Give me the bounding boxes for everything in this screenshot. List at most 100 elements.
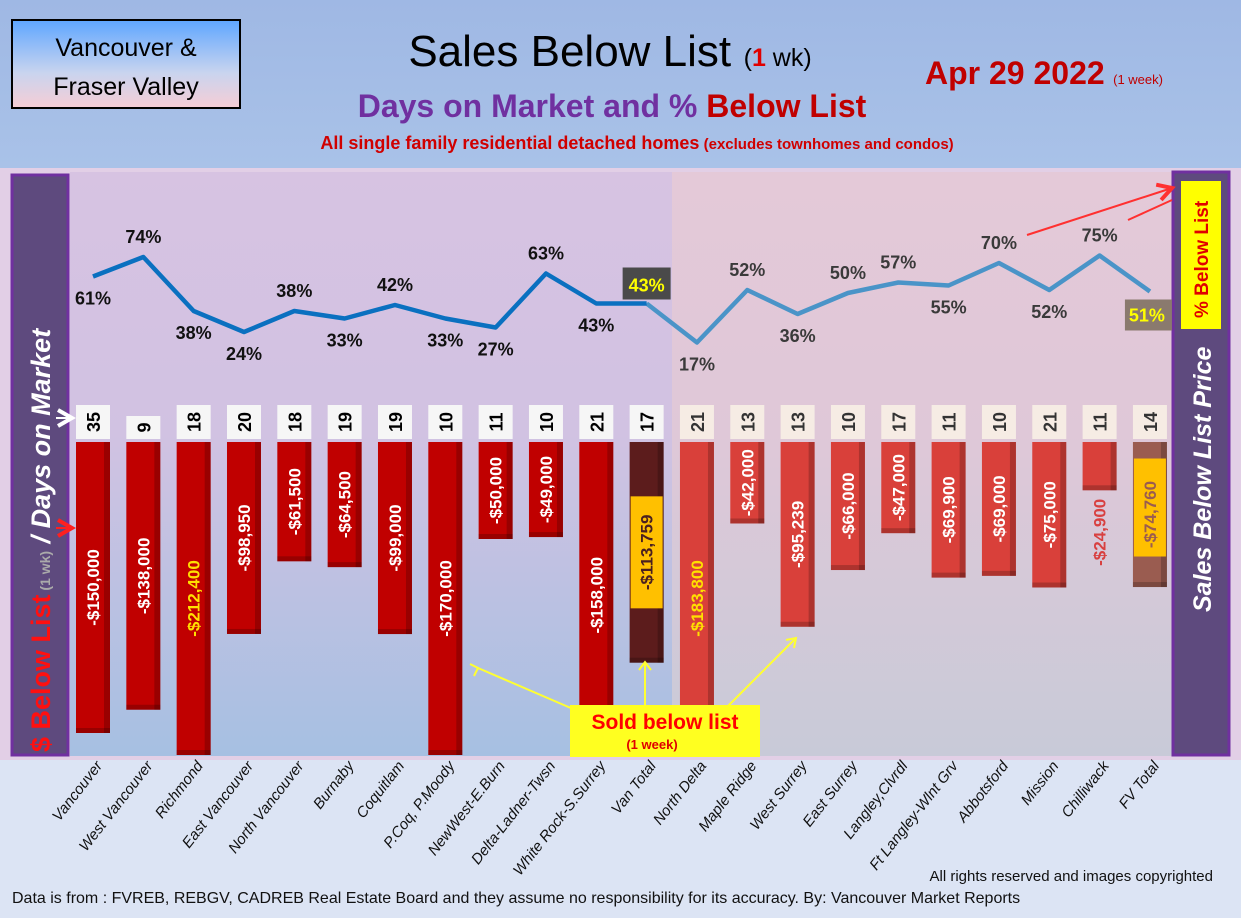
pct-below-list-label: 43% [578,316,614,336]
days-on-market-label: 18 [185,412,205,432]
bar-shade [707,442,714,755]
bar-value-label: -$212,400 [185,560,204,637]
total-label-box [630,496,663,609]
pct-below-list-legend: % Below List [1192,200,1213,318]
bar-shade [959,442,966,578]
pct-below-list-label: 57% [880,253,916,273]
days-on-market-label: 10 [990,412,1010,432]
bar-shade [506,442,513,539]
pct-below-list-label: 43% [629,276,665,296]
days-box [931,405,966,439]
pct-below-list-label: 74% [125,227,161,247]
bar-shade [327,562,362,568]
region-box: Vancouver & Fraser Valley [11,19,241,109]
days-on-market-label: 11 [487,412,507,431]
days-box [1032,405,1067,439]
bar-shade [528,532,563,538]
bar-value-label: -$138,000 [134,538,153,615]
bar-6 [377,442,412,635]
days-box [679,405,714,439]
category-area-background [0,760,1241,918]
right-axis-title: Sales Below List Price [1189,347,1217,612]
bar-0 [76,442,110,733]
bar-value-label: -$61,500 [285,468,304,535]
days-box [629,405,664,439]
pct-below-list-label: 27% [478,340,514,360]
chart-description: All single family residential detached h… [320,133,953,153]
pct-below-list-label: 38% [176,323,212,343]
pct-below-list-label: 24% [226,344,262,364]
days-on-market-label: 11 [1091,412,1111,431]
bar-shade [204,442,211,755]
bar-shade [405,442,412,635]
bar-value-label: -$95,239 [789,501,808,568]
bar-value-label: -$183,800 [688,560,707,637]
bar-shade [1082,485,1117,491]
bar-shade [808,442,815,627]
days-box [730,405,765,439]
bar-12 [679,442,714,755]
pct-below-list-label: 52% [729,260,765,280]
pct-below-list-label: 63% [528,244,564,264]
callout-line1: Sold below list [591,711,738,734]
vancouver-region-background [70,172,672,756]
left-axis-title: $ Below List (1 wk) / Days on Market [26,328,56,752]
bar-9 [528,442,563,538]
bar-shade [176,750,211,755]
days-on-market-label: 17 [638,412,658,432]
bar-17 [931,442,966,578]
days-on-market-label: 10 [839,412,859,432]
copyright-note: All rights reserved and images copyright… [930,868,1213,885]
days-on-market-label: 17 [889,412,909,432]
bar-shade [758,442,765,524]
callout-line2: (1 week) [626,737,677,752]
days-box [176,405,211,439]
pct-label-box [622,267,671,300]
pct-below-list-label: 52% [1031,302,1067,322]
days-box [981,405,1016,439]
bar-shade [1132,582,1167,588]
bar-3 [226,442,261,634]
days-box [881,405,916,439]
bar-shade [126,704,161,710]
bar-13 [730,442,765,524]
pct-below-list-label: 70% [981,233,1017,253]
bar-value-label: -$170,000 [436,560,455,637]
days-on-market-label: 19 [336,412,356,432]
pct-below-list-label: 50% [830,263,866,283]
pct-label-box [1124,299,1172,331]
bar-shade [1110,442,1117,491]
days-box [780,405,815,439]
bar-value-label: -$50,000 [487,457,506,524]
bar-2 [176,442,211,755]
pct-below-list-label: 51% [1129,306,1165,326]
bar-shade [377,629,412,635]
bar-value-label: -$47,000 [889,454,908,521]
days-on-market-label: 18 [285,412,305,432]
bar-value-label: -$66,000 [839,472,858,539]
bar-14 [780,442,815,627]
total-label-box [1133,458,1166,557]
bar-shade [254,442,261,634]
bar-shade [556,442,563,538]
bar-shade [1060,442,1067,588]
bar-value-label: -$75,000 [1040,481,1059,548]
days-box [830,405,865,439]
bar-value-label: -$74,760 [1141,481,1160,548]
bar-5 [327,442,362,568]
bar-shade [76,728,110,733]
legend-arrow-icon [1127,199,1173,221]
bar-value-label: -$42,000 [738,449,757,516]
bar-16 [881,442,916,534]
days-box [1132,405,1167,439]
bar-shade [981,570,1016,576]
bar-shade [858,442,865,571]
bar-shade [456,442,463,755]
chart-subtitle: Days on Market and % Below List [358,88,867,124]
pct-below-list-label: 61% [75,289,111,309]
pct-below-list-label: 17% [679,355,715,375]
pct-below-list-line-fraser-valley [645,253,1152,345]
pct-below-list-label: 33% [427,331,463,351]
bar-value-label: -$69,900 [940,476,959,543]
region-line2: Fraser Valley [53,73,199,101]
